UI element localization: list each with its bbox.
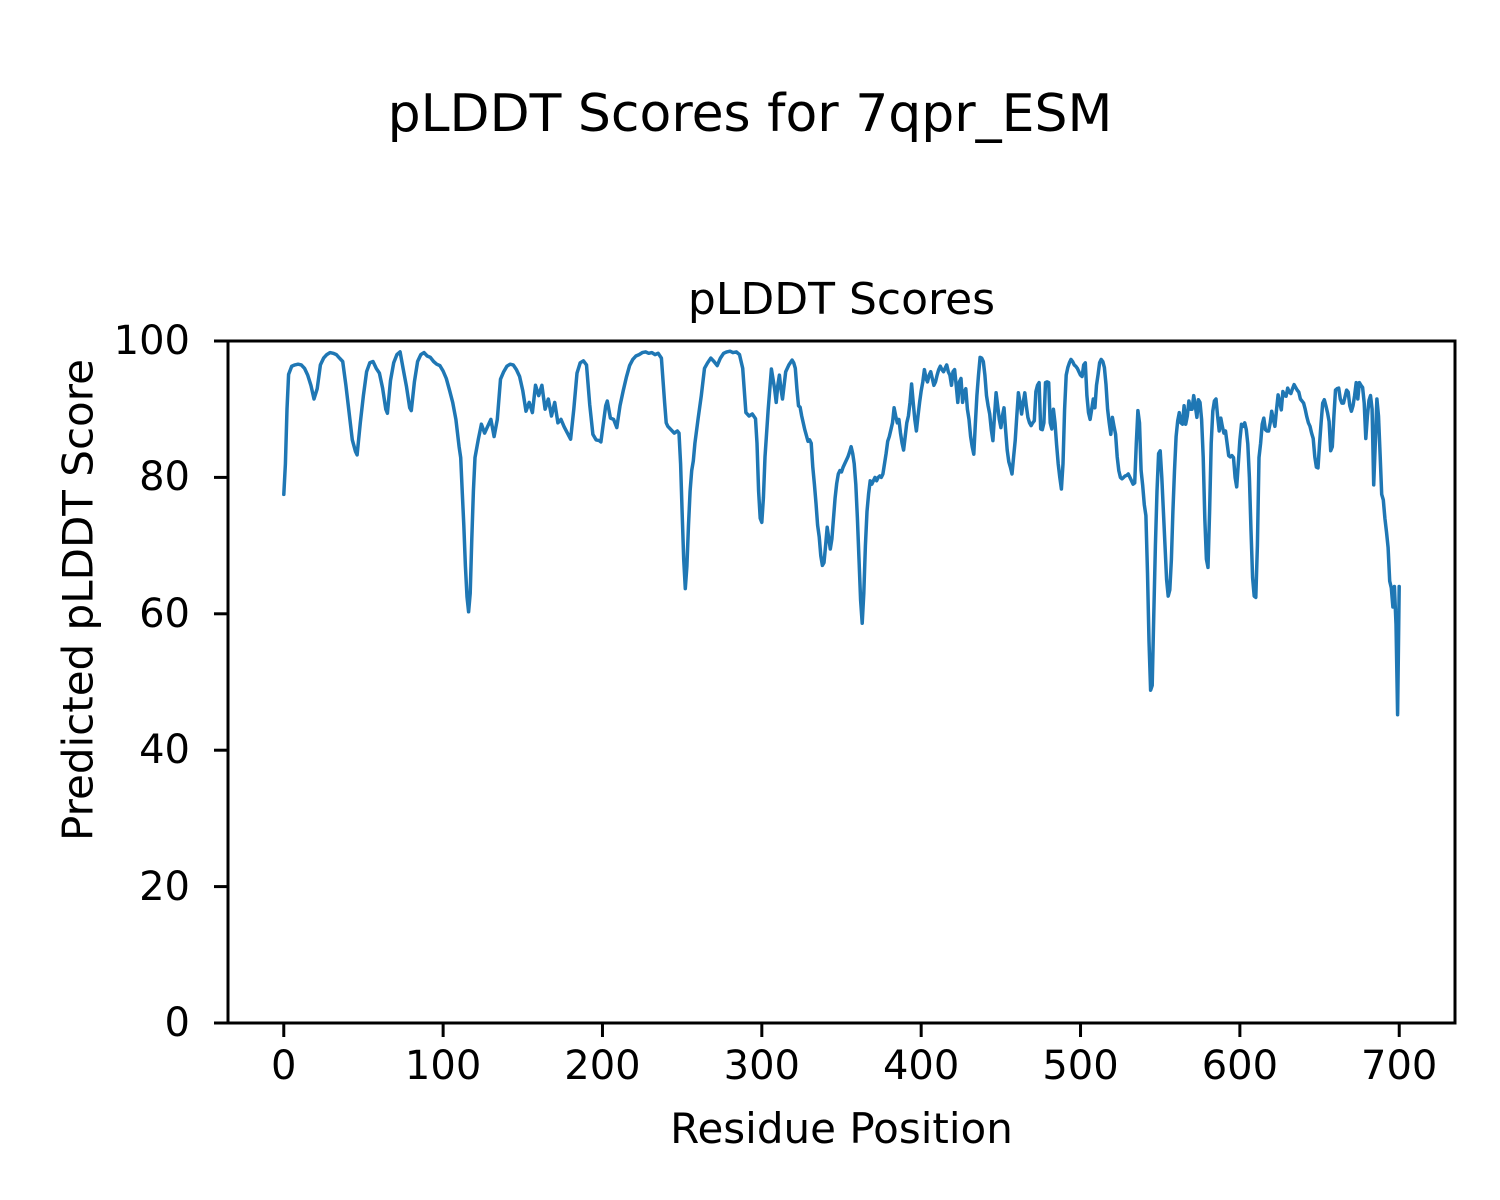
axes-spines (226, 339, 1457, 1025)
x-axis-label: Residue Position (670, 1104, 1013, 1153)
axes-title: pLDDT Scores (687, 274, 996, 325)
y-tick-label: 0 (164, 1000, 190, 1046)
tick-marks (214, 339, 1401, 1037)
y-tick-label: 20 (139, 863, 190, 910)
x-tick-label: 0 (271, 1043, 297, 1089)
y-tick-label: 40 (139, 727, 190, 774)
plddt-line (282, 349, 1401, 717)
x-tick-label: 400 (882, 1043, 960, 1089)
y-tick-label: 100 (113, 318, 190, 364)
figure-title: pLDDT Scores for 7qpr_ESM (387, 84, 1113, 144)
x-tick-label: 500 (1042, 1043, 1119, 1089)
x-tick-label: 200 (564, 1043, 641, 1089)
x-tick-label: 700 (1361, 1043, 1438, 1089)
plot-area (214, 339, 1457, 1037)
x-tick-label: 100 (404, 1043, 482, 1089)
y-axis-label: Predicted pLDDT Score (53, 359, 103, 841)
x-tick-label: 300 (723, 1043, 800, 1089)
x-tick-label: 600 (1201, 1043, 1279, 1089)
y-tick-label: 60 (139, 590, 190, 637)
y-tick-label: 80 (139, 454, 190, 501)
